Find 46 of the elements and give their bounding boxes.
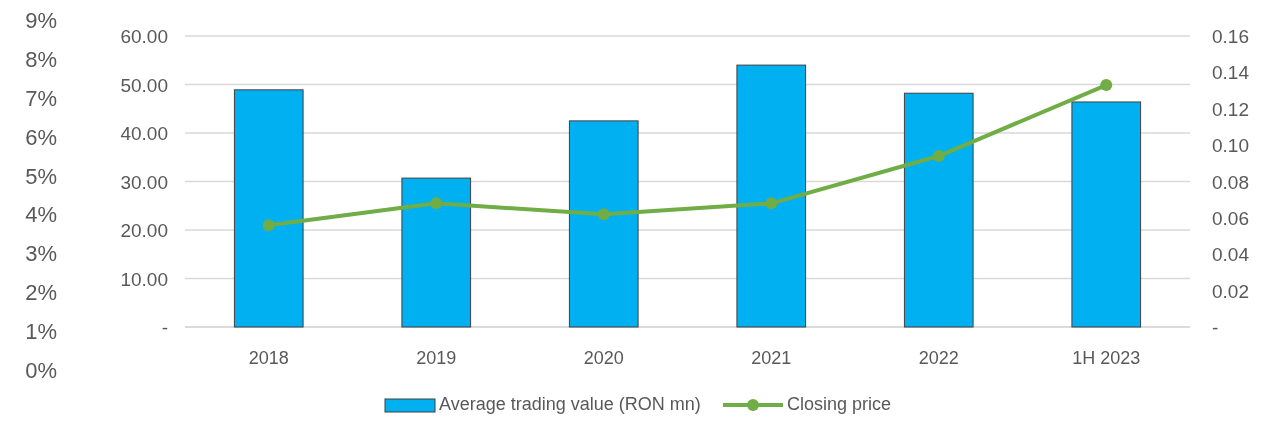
bar	[736, 64, 807, 328]
bar	[233, 89, 304, 328]
y2-tick-label: 0.10	[1212, 135, 1249, 157]
y-tick-label: 30.00	[120, 171, 168, 193]
y-tick-label: -	[161, 317, 168, 338]
y2-tick-label: 0.04	[1212, 244, 1250, 266]
y-tick-label: 10.00	[120, 268, 168, 290]
y3-tick-label: 6%	[25, 124, 57, 150]
bar	[568, 120, 639, 328]
x-tick-label: 2018	[248, 348, 289, 368]
y3-tick-label: 4%	[25, 202, 57, 228]
y3-tick-label: 8%	[25, 46, 57, 72]
y2-tick-label: 0.02	[1212, 280, 1249, 302]
legend-label: Average trading value (RON mn)	[439, 394, 701, 414]
y-tick-label: 20.00	[120, 220, 168, 241]
legend-label: Closing price	[787, 394, 892, 414]
y-tick-label: 50.00	[120, 74, 168, 96]
x-tick-label: 2019	[416, 348, 457, 368]
point	[597, 208, 610, 221]
point	[932, 150, 945, 163]
x-tick-label: 2021	[751, 348, 792, 368]
y2-tick-label: 0.14	[1212, 62, 1250, 84]
bar	[1071, 101, 1142, 328]
y-tick-label: 40.00	[120, 123, 168, 144]
x-tick-label: 2020	[583, 348, 624, 368]
point	[430, 197, 443, 210]
y3-tick-label: 7%	[25, 85, 57, 111]
y3-tick-label: 9%	[25, 8, 57, 33]
y2-tick-label: 0.08	[1212, 171, 1249, 193]
y3-tick-label: 2%	[25, 280, 57, 306]
y2-tick-label: -	[1212, 317, 1219, 338]
y2-tick-label: 0.12	[1212, 98, 1249, 120]
y3-tick-label: 0%	[25, 358, 57, 383]
y3-tick-label: 5%	[25, 163, 57, 189]
point	[765, 197, 778, 210]
x-tick-label: 1H 2023	[1072, 348, 1141, 368]
y3-tick-label: 3%	[25, 241, 57, 267]
y3-tick-label: 1%	[25, 319, 57, 345]
bar	[903, 92, 974, 328]
y2-tick-label: 0.16	[1212, 26, 1249, 47]
y2-tick-label: 0.06	[1212, 207, 1249, 229]
x-tick-label: 2022	[918, 348, 959, 368]
y-tick-label: 60.00	[120, 26, 168, 47]
point	[1100, 79, 1113, 92]
bar	[401, 177, 472, 328]
point	[262, 219, 275, 232]
